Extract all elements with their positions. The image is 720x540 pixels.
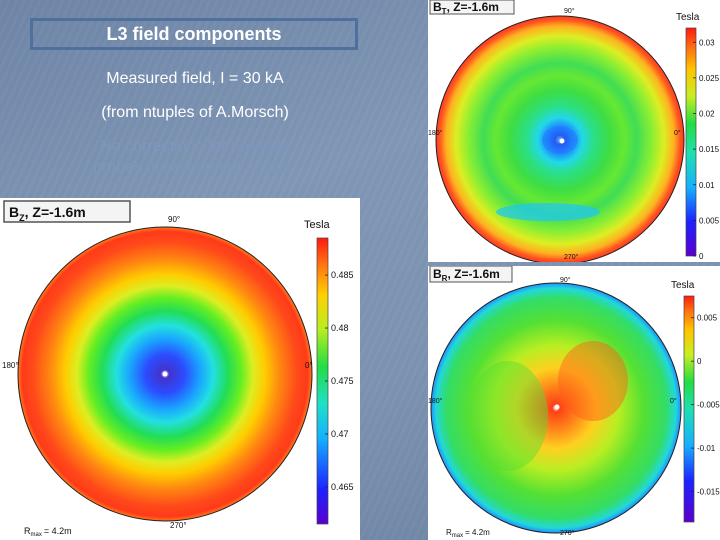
br-red-lobe [558, 341, 628, 421]
bt-chart: BT, Z=-1.6m 90° 180° 0° 270° Tesla 0.030… [428, 0, 720, 262]
bz-title: BZ, Z=-1.6m [9, 204, 86, 223]
bt-angle-90: 90° [564, 7, 575, 15]
br-angle-270: 270° [560, 529, 575, 537]
bz-rmax-label: Rmax = 4.2m [24, 526, 72, 538]
br-angle-90: 90° [560, 276, 571, 284]
bt-colorbar [685, 27, 697, 257]
bt-panel: BT, Z=-1.6m 90° 180° 0° 270° Tesla 0.03 0… [428, 0, 720, 262]
bz-tick-label: 0.48 [331, 323, 349, 333]
bt-colorbar-ticks: 0.03 0.025 0.02 0.015 0.01 0.005 0 [693, 38, 720, 261]
bt-angle-0: 0° [674, 129, 681, 137]
br-green-lobe [468, 361, 548, 471]
bz-colorbar-title: Tesla [304, 219, 331, 231]
bt-tick-label: 0.015 [699, 145, 720, 154]
br-chart: BR, Z=-1.6m 90° 180° 0° 270° Rmax = 4.2m … [428, 266, 720, 539]
note-text-line1: No corrections for possible [100, 138, 290, 155]
br-tick-label: -0.01 [697, 444, 716, 453]
bz-angle-180: 180° [2, 361, 19, 370]
slide-title-box: L3 field components [30, 18, 358, 50]
bt-angle-180: 180° [428, 129, 443, 137]
slide-title: L3 field components [106, 23, 282, 44]
br-panel: BR, Z=-1.6m 90° 180° 0° 270° Rmax = 4.2m … [428, 266, 720, 540]
bt-tick-label: 0.03 [699, 38, 715, 47]
bz-tick-label: 0.475 [331, 376, 354, 386]
bt-colorbar-title: Tesla [676, 12, 700, 23]
bt-tick-label: 0.005 [699, 216, 720, 225]
bt-angle-270: 270° [564, 253, 579, 261]
bz-angle-90: 90° [168, 215, 180, 224]
note-text-line2: probes misalignment applied [93, 159, 297, 176]
br-tick-label: -0.015 [697, 488, 720, 497]
bz-chart: BZ, Z=-1.6m 90° 180° 0° 270° Rmax = 4.2m … [2, 200, 354, 538]
bz-tick-label: 0.485 [331, 270, 354, 280]
br-colorbar [683, 295, 695, 523]
bt-low-band [496, 203, 600, 221]
source-text: (from ntuples of A.Morsch) [101, 104, 289, 121]
br-angle-180: 180° [428, 397, 443, 405]
bz-tick-label: 0.465 [331, 482, 354, 492]
bz-center-dot [162, 371, 168, 377]
bt-tick-label: 0.02 [699, 110, 715, 119]
br-tick-label: 0 [697, 357, 702, 366]
bt-tick-label: 0 [699, 252, 704, 261]
br-colorbar-ticks: 0.005 0 -0.005 -0.01 -0.015 [691, 314, 720, 497]
bz-angle-0: 0° [305, 361, 313, 370]
bt-title: BT, Z=-1.6m [433, 0, 499, 16]
bz-angle-270: 270° [170, 521, 187, 530]
br-title: BR, Z=-1.6m [433, 267, 500, 283]
br-rmax-label: Rmax = 4.2m [446, 528, 490, 539]
bz-panel: BZ, Z=-1.6m 90° 180° 0° 270° Rmax = 4.2m … [0, 198, 360, 540]
br-center-dot [554, 404, 560, 410]
bz-colorbar-ticks: 0.485 0.48 0.475 0.47 0.465 [325, 270, 354, 492]
br-colorbar-title: Tesla [671, 280, 695, 291]
measured-field-text: Measured field, I = 30 kA [106, 70, 284, 87]
bz-tick-label: 0.47 [331, 429, 349, 439]
bt-center-dot [559, 138, 565, 144]
bt-tick-label: 0.025 [699, 74, 720, 83]
br-angle-0: 0° [670, 397, 677, 405]
br-tick-label: 0.005 [697, 314, 718, 323]
br-tick-label: -0.005 [697, 401, 720, 410]
bt-tick-label: 0.01 [699, 181, 715, 190]
